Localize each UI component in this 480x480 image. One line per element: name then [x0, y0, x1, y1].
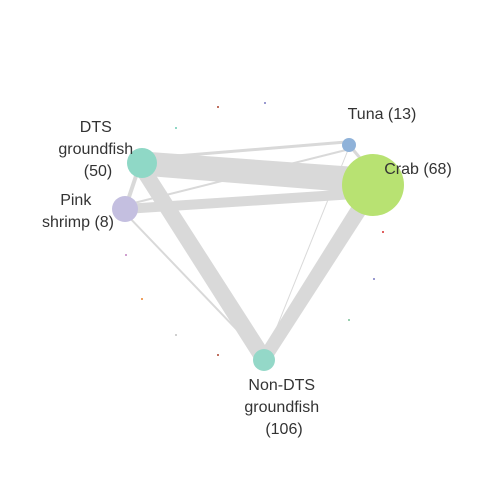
node-tuna [342, 138, 356, 152]
node-crab [342, 154, 404, 216]
label-dts-groundfish: DTS groundfish (50) [58, 119, 137, 180]
node-dts-groundfish [127, 148, 157, 178]
label-non-dts-groundfish: Non-DTS groundfish (106) [244, 377, 323, 438]
background-specks [125, 102, 384, 356]
node-labels: DTS groundfish (50) Pink shrimp (8) Tuna… [42, 106, 452, 438]
node-non-dts-groundfish [253, 349, 275, 371]
label-crab: Crab (68) [384, 161, 452, 178]
edge-dts-tuna [151, 140, 347, 160]
label-tuna: Tuna (13) [348, 106, 417, 123]
edge-crab-nondts [258, 196, 372, 362]
edge-tuna-nondts [265, 149, 349, 355]
node-pink-shrimp [112, 196, 138, 222]
edge-dts-crab [148, 152, 372, 194]
edge-pink-nondts [125, 213, 263, 357]
nodes [112, 138, 404, 371]
edge-dts-nondts [134, 166, 272, 362]
edge-pink-crab [126, 188, 370, 214]
edge-pink-tuna [129, 149, 347, 205]
edges [125, 140, 372, 362]
label-pink-shrimp: Pink shrimp (8) [42, 192, 114, 231]
